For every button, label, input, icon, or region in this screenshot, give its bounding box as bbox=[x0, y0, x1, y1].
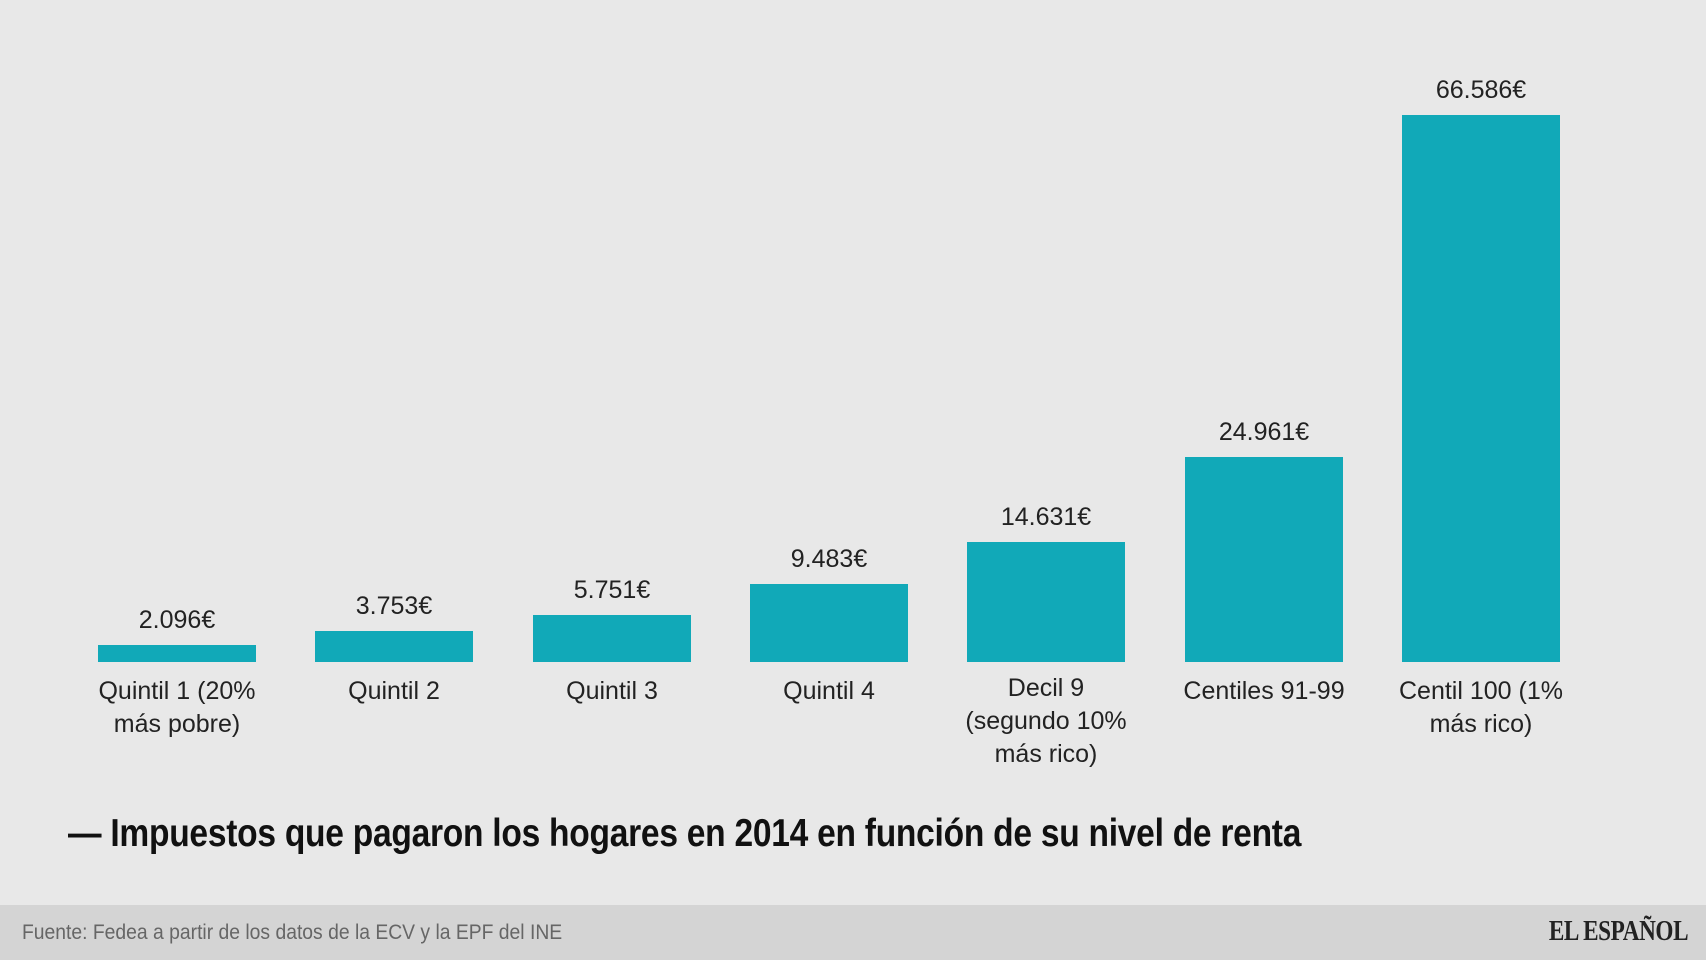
bar-5 bbox=[967, 542, 1125, 662]
value-label: 66.586€ bbox=[1435, 76, 1527, 104]
footer: Fuente: Fedea a partir de los datos de l… bbox=[0, 905, 1706, 960]
el-espanol-logo: EL ESPAÑOL bbox=[1548, 915, 1689, 947]
category-label: Decil 9 (segundo 10% más rico) bbox=[965, 674, 1127, 768]
category-label: Centil 100 (1% más rico) bbox=[1399, 677, 1563, 738]
bar-chart: 2.096€ Quintil 1 (20% más pobre) 3.753€ Quin… bbox=[98, 76, 1563, 768]
value-label: 24.961€ bbox=[1218, 418, 1310, 446]
bar-3 bbox=[533, 615, 691, 662]
category-label: Quintil 2 bbox=[348, 677, 440, 705]
bar-4 bbox=[750, 584, 908, 662]
value-label: 14.631€ bbox=[1000, 503, 1092, 531]
value-label: 9.483€ bbox=[790, 545, 868, 573]
category-label: Quintil 3 bbox=[566, 677, 658, 705]
value-label: 3.753€ bbox=[355, 592, 433, 620]
category-label: Quintil 4 bbox=[783, 677, 875, 705]
bar-1 bbox=[98, 645, 256, 662]
source-note: Fuente: Fedea a partir de los datos de l… bbox=[22, 921, 563, 944]
chart-title: — Impuestos que pagaron los hogares en 2… bbox=[68, 812, 1302, 855]
bar-6 bbox=[1185, 457, 1343, 662]
bar-7 bbox=[1402, 115, 1560, 662]
category-label: Centiles 91-99 bbox=[1183, 677, 1345, 705]
bar-2 bbox=[315, 631, 473, 662]
value-label: 5.751€ bbox=[573, 576, 651, 604]
category-label: Quintil 1 (20% más pobre) bbox=[98, 677, 256, 738]
value-label: 2.096€ bbox=[138, 606, 216, 634]
